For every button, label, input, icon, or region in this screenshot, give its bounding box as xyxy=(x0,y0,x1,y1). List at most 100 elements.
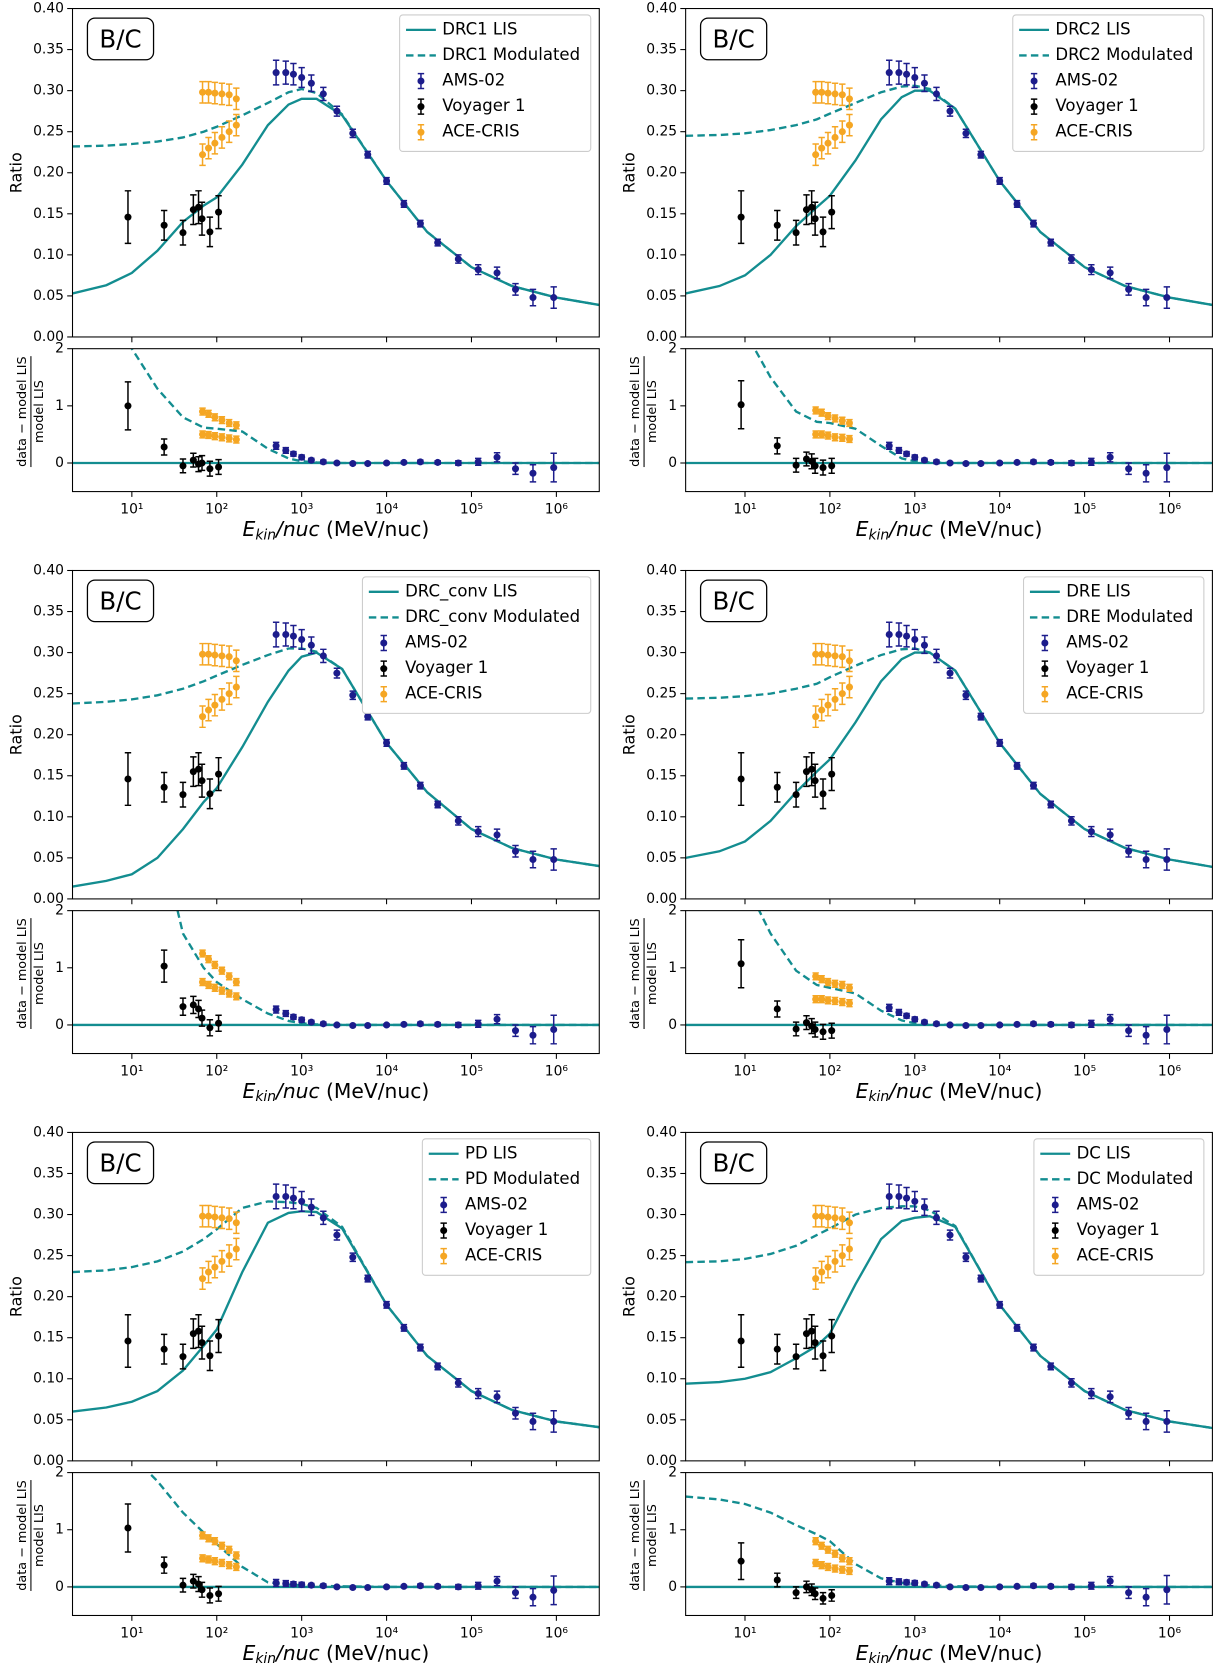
data-point xyxy=(282,446,290,454)
axes: 0.00 0.05 0.10 0.15 0.20 0.25 0.30 0.35 0.40 Rati… xyxy=(7,562,600,907)
x-label-unit: (MeV/nuc) xyxy=(939,1640,1042,1664)
data-point xyxy=(198,777,206,785)
x-label-per: /nuc xyxy=(274,1078,320,1102)
data-point xyxy=(818,1268,826,1276)
y-tick-label: 0.30 xyxy=(33,645,64,661)
x-tick-label: 10⁵ xyxy=(460,1626,483,1642)
annotation: B/C xyxy=(713,1148,755,1177)
data-point xyxy=(903,70,911,78)
data-point xyxy=(773,1576,781,1584)
x-tick-label: 10⁶ xyxy=(545,1064,569,1080)
y-tick-label: 2 xyxy=(668,341,677,357)
data-point xyxy=(199,88,207,96)
annotation: B/C xyxy=(99,586,141,615)
data-point xyxy=(199,430,207,438)
data-point xyxy=(199,713,207,721)
data-point xyxy=(932,652,940,660)
plot-area xyxy=(72,910,600,1045)
axes-frame xyxy=(685,1131,1213,1462)
legend-label: AMS-02 xyxy=(465,1194,528,1213)
data-point xyxy=(199,408,207,416)
data-point xyxy=(962,129,970,137)
data-point xyxy=(1047,1362,1055,1370)
model-line xyxy=(176,910,600,1027)
annotation: B/C xyxy=(713,586,755,615)
data-point xyxy=(199,949,207,958)
y-tick-label: 0.20 xyxy=(646,165,677,181)
data-point xyxy=(400,1020,408,1028)
data-point xyxy=(1106,831,1114,839)
data-point xyxy=(1163,855,1171,864)
data-point xyxy=(824,1213,832,1221)
data-point xyxy=(845,121,853,129)
axes-frame xyxy=(685,569,1213,900)
data-point xyxy=(218,433,226,441)
data-point xyxy=(349,1253,357,1261)
data-point xyxy=(211,413,219,421)
x-label-per: /nuc xyxy=(887,516,933,540)
data-point xyxy=(474,266,482,274)
x-label-symbol: E xyxy=(243,1640,256,1664)
data-point xyxy=(124,213,132,221)
data-point xyxy=(199,1275,207,1283)
data-point xyxy=(1067,1379,1075,1387)
axes: 0.00 0.05 0.10 0.15 0.20 0.25 0.30 0.35 0.40 Rati… xyxy=(7,1,600,345)
model-line xyxy=(72,1200,600,1429)
data-point xyxy=(808,203,816,211)
data-point xyxy=(824,1563,832,1571)
data-point xyxy=(831,980,839,988)
legend-label: ACE-CRIS xyxy=(1055,122,1132,141)
x-tick-label: 10⁴ xyxy=(375,1626,399,1642)
data-point xyxy=(811,215,819,223)
data-point xyxy=(1029,458,1038,466)
data-point xyxy=(824,701,832,709)
data-point xyxy=(124,1524,132,1532)
plot-area xyxy=(72,59,600,309)
data-point xyxy=(838,434,846,442)
data-point xyxy=(205,650,213,658)
data-point xyxy=(215,1332,223,1340)
data-point xyxy=(828,770,836,778)
data-point xyxy=(218,1559,226,1567)
x-tick-label: 10² xyxy=(205,1064,228,1080)
x-label-unit: (MeV/nuc) xyxy=(939,1078,1042,1102)
data-point xyxy=(529,294,537,302)
data-point xyxy=(349,1583,357,1591)
data-point xyxy=(383,739,391,747)
annotation-box xyxy=(86,579,155,623)
data-point xyxy=(932,1214,940,1222)
data-point xyxy=(232,95,240,103)
data-point xyxy=(199,978,207,986)
legend: DRC2 LIS DRC2 Modulated AMS-02 Voyager 1 ACE… xyxy=(1012,14,1205,152)
data-point xyxy=(454,459,462,467)
data-point xyxy=(272,631,280,639)
data-point xyxy=(838,653,846,661)
data-point xyxy=(996,459,1004,467)
data-point xyxy=(205,431,213,439)
data-point xyxy=(198,215,206,223)
data-point xyxy=(818,975,826,983)
data-point xyxy=(824,412,832,420)
x-label-subscript: kin xyxy=(255,1651,276,1667)
data-point xyxy=(903,1194,911,1202)
data-point xyxy=(289,450,297,458)
data-point xyxy=(1163,1026,1171,1034)
legend: DC LIS DC Modulated AMS-02 Voyager 1 ACE-CRI… xyxy=(1033,1138,1205,1276)
data-point xyxy=(529,1417,537,1425)
data-point xyxy=(206,1024,214,1032)
data-point xyxy=(885,1577,893,1585)
annotation-box xyxy=(86,1141,155,1185)
data-point xyxy=(838,690,846,698)
data-point xyxy=(845,1245,853,1253)
data-point xyxy=(454,1583,462,1591)
data-point xyxy=(205,88,213,96)
y-axis-label: Ratio xyxy=(620,152,639,193)
legend-box xyxy=(421,1138,592,1276)
legend-label: DC LIS xyxy=(1077,1143,1131,1162)
data-point xyxy=(205,1555,213,1563)
data-point xyxy=(911,1015,919,1023)
data-point xyxy=(218,90,226,98)
x-tick-label: 10⁴ xyxy=(988,502,1012,518)
data-point xyxy=(828,1332,836,1340)
model-line xyxy=(130,348,600,465)
